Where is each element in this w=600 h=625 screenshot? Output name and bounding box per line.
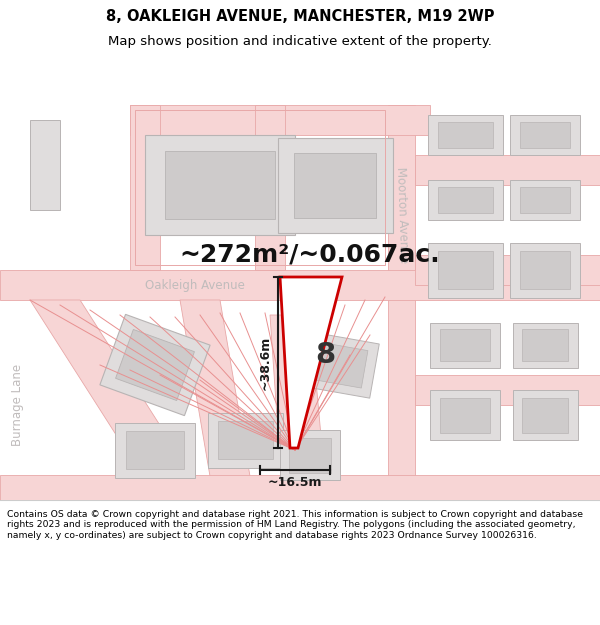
Polygon shape (430, 322, 500, 368)
Polygon shape (520, 251, 570, 289)
Polygon shape (427, 115, 503, 155)
Polygon shape (312, 342, 368, 388)
Polygon shape (440, 398, 490, 432)
Polygon shape (0, 270, 600, 300)
Polygon shape (294, 152, 376, 218)
Polygon shape (280, 430, 340, 480)
Text: ~38.6m: ~38.6m (259, 336, 271, 389)
Polygon shape (255, 105, 285, 270)
Text: Contains OS data © Crown copyright and database right 2021. This information is : Contains OS data © Crown copyright and d… (7, 510, 583, 540)
Polygon shape (520, 122, 570, 148)
Polygon shape (520, 187, 570, 213)
Polygon shape (437, 122, 493, 148)
Polygon shape (512, 322, 577, 368)
Polygon shape (30, 120, 60, 210)
Polygon shape (430, 390, 500, 440)
Polygon shape (427, 180, 503, 220)
Polygon shape (301, 332, 379, 398)
Text: 8, OAKLEIGH AVENUE, MANCHESTER, M19 2WP: 8, OAKLEIGH AVENUE, MANCHESTER, M19 2WP (106, 9, 494, 24)
Polygon shape (208, 412, 283, 468)
Polygon shape (510, 115, 580, 155)
Polygon shape (289, 438, 331, 472)
Polygon shape (280, 277, 342, 448)
Polygon shape (270, 315, 330, 535)
Text: 8: 8 (315, 341, 335, 369)
Text: Burnage Lane: Burnage Lane (11, 364, 25, 446)
Polygon shape (510, 242, 580, 298)
Polygon shape (126, 431, 184, 469)
Polygon shape (130, 105, 430, 135)
Polygon shape (277, 138, 392, 232)
Polygon shape (165, 151, 275, 219)
Polygon shape (180, 300, 260, 535)
Text: Moorton Avenue: Moorton Avenue (394, 167, 410, 263)
Polygon shape (145, 135, 295, 235)
Polygon shape (116, 329, 194, 401)
Polygon shape (415, 155, 600, 185)
Polygon shape (415, 375, 600, 405)
Text: ~16.5m: ~16.5m (268, 476, 322, 489)
Polygon shape (130, 105, 160, 270)
Polygon shape (388, 105, 415, 555)
Polygon shape (0, 475, 600, 505)
Polygon shape (415, 255, 600, 285)
Polygon shape (100, 314, 210, 416)
Polygon shape (522, 329, 568, 361)
Polygon shape (440, 329, 490, 361)
Polygon shape (427, 242, 503, 298)
Polygon shape (437, 251, 493, 289)
Polygon shape (522, 398, 568, 432)
Text: Oakleigh Avenue: Oakleigh Avenue (145, 279, 245, 291)
Text: Map shows position and indicative extent of the property.: Map shows position and indicative extent… (108, 35, 492, 48)
Polygon shape (512, 390, 577, 440)
Polygon shape (218, 421, 272, 459)
Polygon shape (115, 422, 195, 478)
Polygon shape (30, 300, 230, 535)
Polygon shape (510, 180, 580, 220)
Text: ~272m²/~0.067ac.: ~272m²/~0.067ac. (179, 243, 440, 267)
Polygon shape (437, 187, 493, 213)
